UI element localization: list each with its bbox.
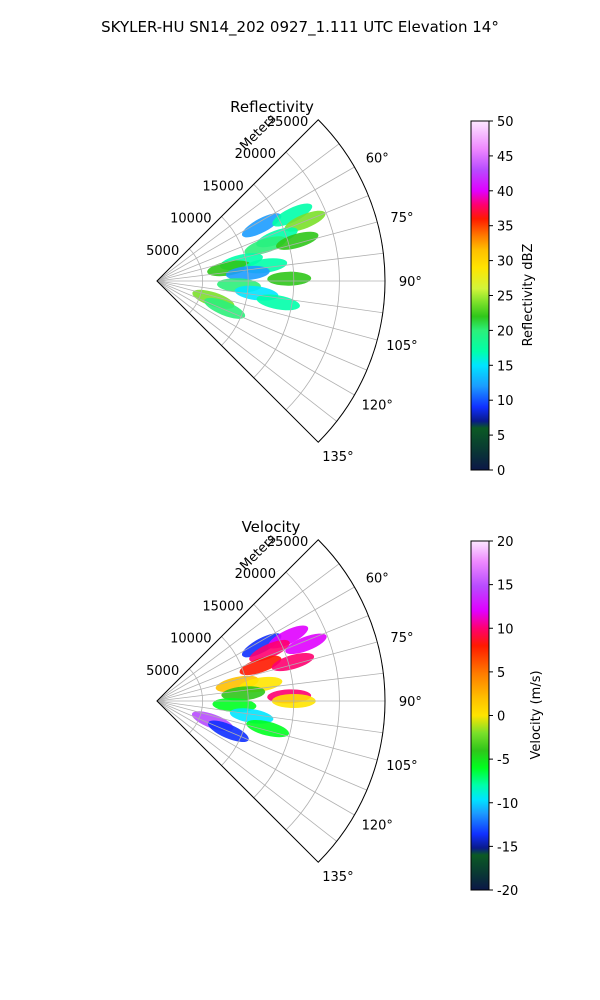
echo-layer (192, 203, 326, 319)
polar-grid (156, 539, 386, 863)
azimuth-gridline (156, 563, 340, 702)
azimuth-gridline (156, 700, 383, 734)
azimuth-gridline (156, 143, 340, 282)
colorbar-tick-label: 20 (497, 535, 514, 550)
colorbar-tick-label: 25 (497, 290, 514, 305)
axis-labels: 500010000150002000025000Meters60°75°90°1… (146, 111, 422, 464)
azimuth-gridline (156, 221, 378, 282)
azimuth-tick-label: 75° (390, 211, 413, 226)
azimuth-tick-label: 60° (366, 151, 389, 166)
echo-cell (267, 271, 312, 286)
azimuth-tick-label: 120° (362, 399, 393, 414)
azimuth-tick-label: 105° (386, 759, 417, 774)
echo-cell (241, 633, 282, 658)
range-tick-label: 15000 (202, 179, 243, 194)
azimuth-tick-label: 90° (399, 695, 422, 710)
colorbar-tick-label: 10 (497, 394, 514, 409)
echo-cell (204, 297, 246, 319)
echo-cell (249, 639, 290, 662)
colorbar-tick-label: 5 (497, 429, 505, 444)
azimuth-gridline (156, 700, 368, 791)
azimuth-tick-label: 105° (386, 339, 417, 354)
range-tick-label: 25000 (267, 535, 308, 550)
panel-title: Velocity (242, 518, 301, 536)
colorbar-tick-label: -5 (497, 753, 510, 768)
azimuth-gridline (156, 586, 355, 702)
colorbar-label: Reflectivity dBZ (521, 244, 536, 347)
range-tick-label: 20000 (235, 567, 276, 582)
echo-cell (244, 236, 287, 256)
azimuth-gridline (156, 700, 337, 842)
colorbar-tick-label: 20 (497, 324, 514, 339)
colorbar-ticks: 0 5 10 15 20 25 30 35 40 45 50 (489, 115, 514, 479)
colorbar-tick-label: 10 (497, 622, 514, 637)
azimuth-gridline (156, 280, 368, 371)
panel-reflectivity: Reflectivity 500010000150002000025000Met… (146, 98, 536, 479)
echo-cell (241, 213, 282, 238)
range-tick-label: 20000 (235, 147, 276, 162)
colorbar-tick-label: -15 (497, 840, 518, 855)
azimuth-gridline (156, 641, 378, 702)
azimuth-gridline (156, 280, 355, 396)
colorbar-tick-label: 40 (497, 185, 514, 200)
azimuth-gridline (156, 672, 384, 702)
colorbar-tick-label: 15 (497, 359, 514, 374)
azimuth-gridline (156, 280, 378, 341)
range-tick-label: 25000 (267, 115, 308, 130)
azimuth-gridline (156, 166, 355, 282)
azimuth-gridline (156, 700, 378, 761)
echo-cell (246, 719, 290, 738)
range-tick-label: 15000 (202, 599, 243, 614)
axis-labels: 500010000150002000025000Meters60°75°90°1… (146, 531, 422, 884)
range-tick-label: 10000 (170, 212, 211, 227)
sector-frame (156, 539, 386, 863)
azimuth-gridline (156, 195, 369, 282)
echo-cell (272, 203, 313, 227)
colorbar: 0 5 10 15 20 25 30 35 40 45 50 Reflectivity dBZ (470, 115, 536, 479)
colorbar-tick-label: 0 (497, 710, 505, 725)
azimuth-tick-label: 135° (322, 450, 353, 465)
colorbar-tick-label: 35 (497, 220, 514, 235)
azimuth-gridline (156, 700, 355, 816)
polar-grid (156, 119, 386, 443)
colorbar: -20 -15 -10 -5 0 5 10 15 20 Velocity (m/s) (470, 535, 544, 899)
colorbar-tick-label: 5 (497, 666, 505, 681)
echo-cell (285, 633, 327, 655)
echo-cell (221, 686, 266, 701)
colorbar-tick-label: 50 (497, 115, 514, 130)
colorbar-ticks: -20 -15 -10 -5 0 5 10 15 20 (489, 535, 518, 899)
range-tick-label: 5000 (146, 664, 179, 679)
sector-frame (156, 119, 386, 443)
colorbar-tick-label: 15 (497, 579, 514, 594)
azimuth-gridline (156, 252, 384, 282)
colorbar-tick-label: -10 (497, 797, 518, 812)
echo-cell (229, 708, 274, 724)
colorbar-tick-label: 30 (497, 255, 514, 270)
echo-cell (271, 652, 315, 672)
echo-layer (191, 625, 327, 743)
colorbar-label: Velocity (m/s) (529, 670, 544, 759)
colorbar-bar (470, 540, 490, 891)
azimuth-gridline (156, 280, 337, 422)
colorbar-bar (470, 120, 490, 471)
colorbar-tick-label: 0 (497, 464, 505, 479)
colorbar-tick-label: -20 (497, 884, 518, 899)
azimuth-tick-label: 60° (366, 571, 389, 586)
azimuth-tick-label: 75° (390, 631, 413, 646)
azimuth-tick-label: 120° (362, 819, 393, 834)
echo-cell (239, 655, 282, 676)
figure-title: SKYLER-HU SN14_202 0927_1.111 UTC Elevat… (101, 18, 499, 37)
azimuth-gridline (156, 615, 369, 702)
echo-cell (276, 231, 319, 250)
azimuth-tick-label: 90° (399, 275, 422, 290)
range-tick-label: 10000 (170, 632, 211, 647)
panel-velocity: Velocity 500010000150002000025000Meters6… (146, 518, 544, 899)
azimuth-tick-label: 135° (322, 870, 353, 885)
colorbar-tick-label: 45 (497, 150, 514, 165)
panel-title: Reflectivity (230, 98, 314, 116)
range-tick-label: 5000 (146, 244, 179, 259)
azimuth-gridline (156, 280, 383, 314)
echo-cell (256, 294, 300, 311)
